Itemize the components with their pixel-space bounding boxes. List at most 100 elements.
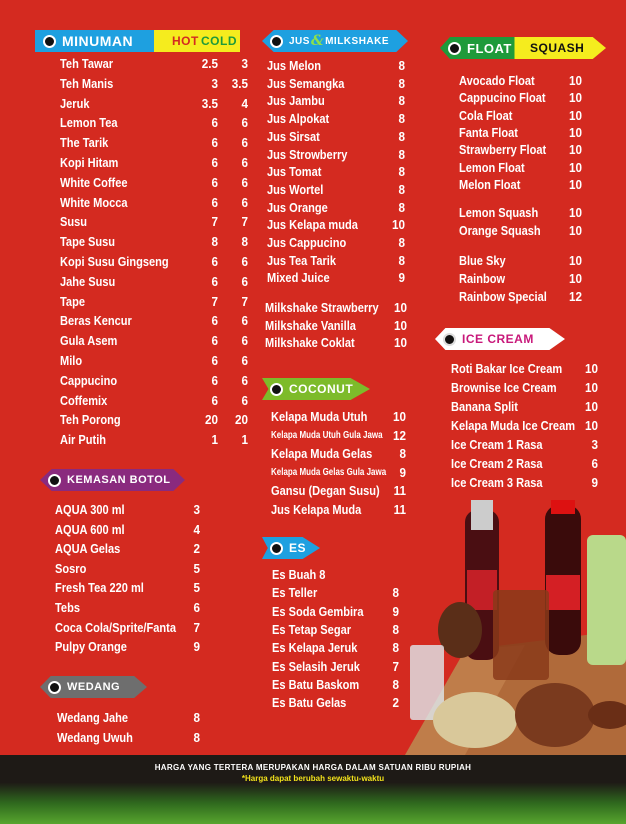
item-price-price: 9 <box>392 603 399 619</box>
bullet-icon <box>48 473 61 487</box>
menu-item: Es Teller 8 <box>272 585 412 601</box>
item-price-price: 10 <box>568 73 582 88</box>
menu-item: Tape Susu 8 8 <box>60 234 248 250</box>
item-price-price: 8 <box>193 710 200 725</box>
item-price-price: 8 <box>398 111 405 127</box>
item-name: Blue Sky <box>459 253 506 268</box>
menu-item: Jus Strowberry 8 <box>267 147 417 163</box>
item-price-price: 6 <box>193 600 200 615</box>
item-name: AQUA 300 ml <box>55 502 125 517</box>
item-name: Sosro <box>55 560 87 576</box>
item-name: Es Selasih Jeruk <box>272 658 360 674</box>
item-name: Milkshake Strawberry <box>265 300 379 315</box>
item-name: Jus Kelapa muda <box>267 217 358 233</box>
item-price-price: 9 <box>193 639 200 655</box>
item-price-price: 8 <box>398 199 405 215</box>
menu-item: Es Soda Gembira 9 <box>272 604 412 620</box>
item-name: Rainbow Special <box>459 289 547 304</box>
item-name: Es Batu Gelas <box>272 695 347 711</box>
menu-item: Avocado Float 10 <box>459 73 599 89</box>
item-price-cold: 6 <box>241 155 248 170</box>
item-name: Es Teller <box>272 585 318 601</box>
item-price-cold: 20 <box>234 412 248 428</box>
menu-item: Tebs 6 <box>55 600 225 616</box>
menu-item: Jus Orange 8 <box>267 200 417 216</box>
menu-item: Coca Cola/Sprite/Fanta 7 <box>55 620 225 636</box>
item-price-hot: 6 <box>211 174 218 190</box>
item-price-hot: 6 <box>211 372 218 388</box>
hot-label: HOT <box>172 34 199 48</box>
item-price-cold: 6 <box>241 392 248 408</box>
item-name: Ice Cream 2 Rasa <box>451 456 543 471</box>
drinks-photo <box>405 500 626 755</box>
menu-item: Kelapa Muda Utuh Gula Jawa 12 <box>271 428 421 444</box>
item-price-price: 10 <box>568 253 582 268</box>
item-price-price: 8 <box>392 640 399 656</box>
menu-item: Beras Kencur 6 6 <box>60 313 248 329</box>
menu-item: Kelapa Muda Gelas 8 <box>271 446 421 462</box>
menu-item: Kelapa Muda Utuh 10 <box>271 409 421 425</box>
menu-item: Jus Tea Tarik 8 <box>267 253 417 269</box>
bullet-icon <box>448 41 461 55</box>
item-name: Kelapa Muda Ice Cream <box>451 418 576 433</box>
sundae-icon <box>438 602 482 658</box>
menu-item: Brownise Ice Cream 10 <box>451 380 611 396</box>
item-price-hot: 6 <box>211 333 218 349</box>
menu-item: Cola Float 10 <box>459 108 599 124</box>
teacup-icon <box>588 701 626 729</box>
item-name: Jahe Susu <box>60 273 116 289</box>
menu-item: Ice Cream 2 Rasa 6 <box>451 456 611 472</box>
item-price-price: 8 <box>398 146 405 162</box>
item-name: Gula Asem <box>60 333 118 349</box>
section-title: COCONUT <box>289 382 354 396</box>
item-name: Coca Cola/Sprite/Fanta <box>55 619 176 635</box>
item-price-price: 11 <box>393 483 406 498</box>
item-name: Jeruk <box>60 95 90 111</box>
item-name: Es Tetap Segar <box>272 621 352 637</box>
green-drink-icon <box>587 535 626 665</box>
item-price-price: 2 <box>392 695 399 711</box>
item-name: Jus Jambu <box>267 93 325 109</box>
item-name: Es Buah 8 <box>272 567 326 582</box>
item-name: AQUA 600 ml <box>55 521 125 537</box>
item-price-price: 8 <box>398 93 405 109</box>
item-name: Susu <box>60 214 88 230</box>
bullet-icon <box>270 34 283 48</box>
item-name: Jus Tea Tarik <box>267 252 336 268</box>
menu-item: Lemon Squash 10 <box>459 205 599 221</box>
item-name: Es Kelapa Jeruk <box>272 640 358 656</box>
item-name: AQUA Gelas <box>55 541 121 557</box>
item-name: Jus Wortel <box>267 181 324 197</box>
item-name: Teh Porong <box>60 412 121 428</box>
menu-item: Lemon Float 10 <box>459 160 599 176</box>
menu-item: Jus Melon 8 <box>267 58 417 74</box>
item-name: The Tarik <box>60 135 109 151</box>
item-price-price: 7 <box>193 619 200 635</box>
item-name: Fresh Tea 220 ml <box>55 580 144 596</box>
item-name: Coffemix <box>60 392 108 408</box>
item-price-cold: 6 <box>241 353 248 368</box>
item-price-cold: 1 <box>241 432 248 448</box>
bullet-icon <box>270 541 283 555</box>
item-price-price: 10 <box>568 159 582 175</box>
item-price-cold: 6 <box>241 194 248 210</box>
item-name: Kelapa Muda Utuh <box>271 409 368 424</box>
menu-item: Melon Float 10 <box>459 177 599 193</box>
item-price-price: 10 <box>568 205 582 220</box>
minuman-header: MINUMAN HOT COLD <box>35 30 240 52</box>
item-price-price: 10 <box>568 107 582 123</box>
item-name: Ice Cream 1 Rasa <box>451 437 543 452</box>
item-price-hot: 2.5 <box>201 56 218 71</box>
item-name: Es Batu Baskom <box>272 676 360 692</box>
menu-item: Jahe Susu 6 6 <box>60 273 248 290</box>
item-name: Lemon Float <box>459 159 525 175</box>
item-price-price: 8 <box>399 446 406 461</box>
item-name: Wedang Uwuh <box>57 730 133 745</box>
item-price-price: 12 <box>392 427 406 443</box>
item-name: Gansu (Degan Susu) <box>271 483 380 498</box>
item-name: Mixed Juice <box>267 270 330 286</box>
menu-item: Ice Cream 1 Rasa 3 <box>451 437 611 453</box>
kemasan-header: KEMASAN BOTOL <box>40 469 185 491</box>
menu-item: Strawberry Float 10 <box>459 142 599 158</box>
bullet-icon <box>43 34 56 48</box>
